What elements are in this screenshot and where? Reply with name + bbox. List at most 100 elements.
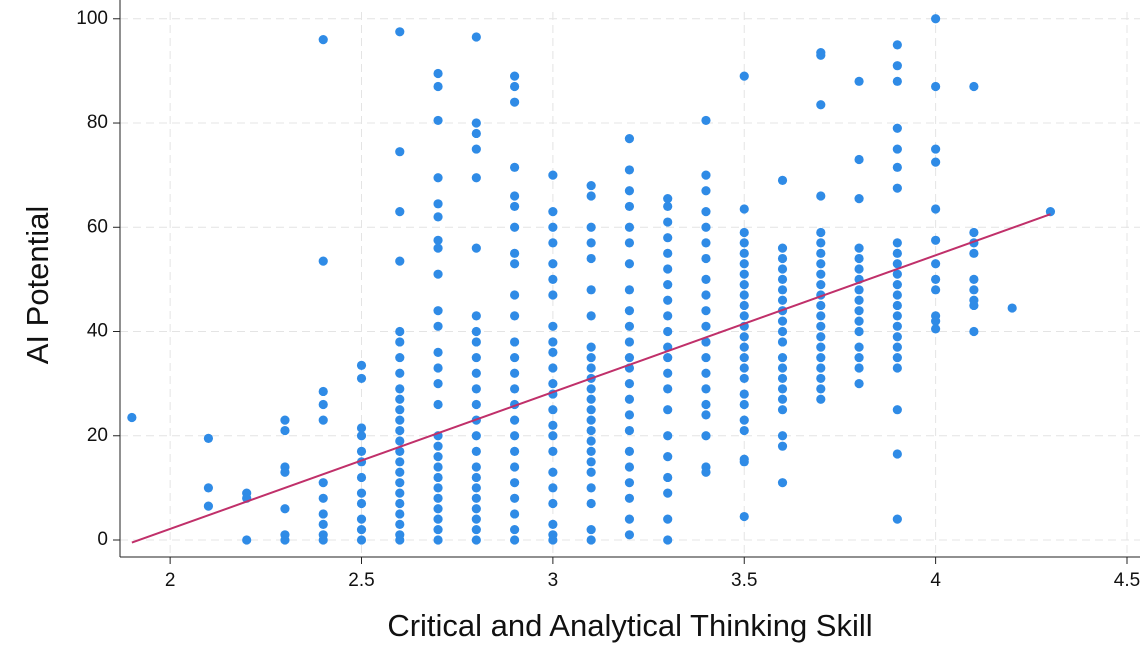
point (318, 535, 328, 545)
point (892, 40, 902, 50)
point (471, 326, 481, 337)
point (739, 389, 749, 399)
point (471, 472, 481, 483)
point (701, 222, 711, 232)
point (892, 269, 902, 279)
point (739, 373, 749, 384)
point (624, 238, 635, 248)
point (701, 253, 711, 264)
point (395, 207, 405, 217)
point (471, 493, 481, 503)
point (701, 431, 711, 441)
point (701, 368, 711, 378)
x-tick-label: 3 (548, 570, 559, 591)
point (510, 524, 520, 535)
point (433, 81, 443, 92)
point (739, 71, 749, 81)
point (969, 300, 979, 311)
point (739, 269, 749, 279)
point (663, 405, 673, 415)
point (395, 446, 405, 456)
point (242, 535, 252, 545)
point (892, 449, 902, 459)
point (510, 248, 520, 258)
point (586, 498, 596, 509)
point (701, 274, 711, 284)
point (510, 290, 520, 300)
point (586, 535, 596, 545)
point (624, 165, 635, 175)
point (701, 352, 711, 363)
point (739, 227, 749, 238)
point (471, 462, 481, 472)
point (395, 256, 405, 266)
point (548, 519, 558, 529)
point (701, 384, 711, 394)
point (816, 352, 826, 363)
point (777, 441, 788, 451)
point (395, 535, 405, 545)
point (586, 285, 596, 295)
point (433, 524, 443, 535)
point (318, 415, 328, 425)
point (777, 316, 788, 326)
point (777, 264, 788, 274)
point (701, 410, 711, 420)
point (701, 115, 711, 126)
point (471, 431, 481, 441)
point (395, 394, 405, 404)
point (318, 509, 328, 519)
point (471, 524, 481, 535)
point (203, 433, 214, 443)
point (969, 285, 979, 295)
point (433, 321, 443, 331)
point (816, 384, 826, 394)
point (548, 321, 558, 331)
point (739, 300, 749, 311)
point (816, 238, 826, 248)
point (663, 194, 673, 204)
point (471, 144, 481, 154)
point (395, 368, 405, 378)
point (433, 462, 443, 472)
point (663, 217, 673, 227)
point (510, 415, 520, 425)
point (510, 478, 520, 488)
point (739, 248, 749, 258)
point (548, 222, 558, 232)
x-tick-label: 3.5 (731, 570, 757, 591)
point (663, 248, 673, 258)
point (931, 14, 941, 24)
point (510, 384, 520, 394)
point (892, 311, 902, 321)
point (892, 61, 902, 71)
point (739, 259, 749, 269)
point (395, 509, 405, 519)
point (969, 81, 979, 92)
point (471, 32, 481, 42)
point (854, 326, 864, 337)
point (739, 511, 749, 522)
point (931, 81, 941, 92)
point (931, 285, 941, 295)
point (280, 425, 290, 436)
point (624, 134, 635, 144)
point (892, 332, 902, 342)
point (777, 326, 788, 337)
point (739, 280, 749, 290)
point (854, 243, 864, 253)
point (892, 405, 902, 415)
point (931, 316, 941, 326)
point (586, 352, 596, 363)
point (356, 488, 367, 498)
point (739, 342, 749, 352)
point (586, 222, 596, 232)
point (586, 483, 596, 493)
point (433, 399, 443, 410)
point (548, 431, 558, 441)
point (892, 321, 902, 331)
point (816, 227, 826, 238)
point (777, 478, 788, 488)
point (777, 253, 788, 264)
point (892, 300, 902, 311)
